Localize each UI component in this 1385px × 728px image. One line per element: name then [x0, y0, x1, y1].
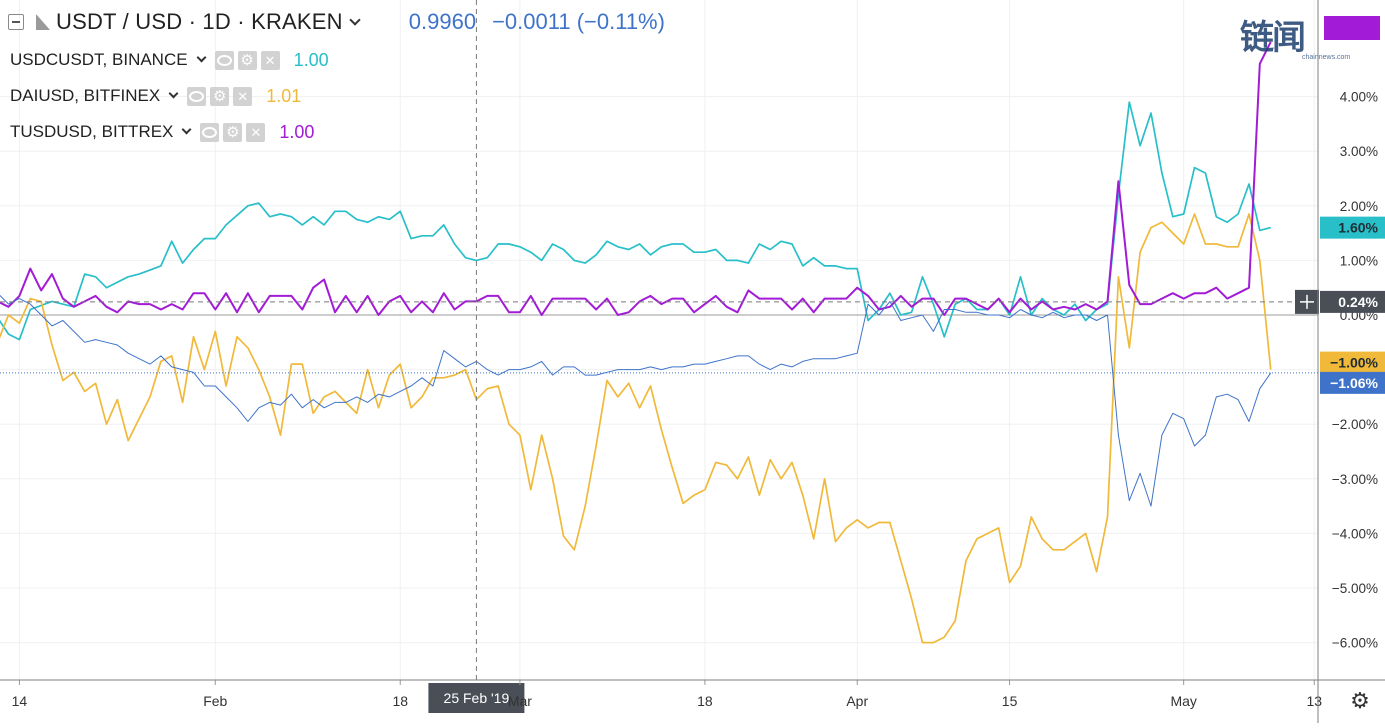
series-line-3 — [0, 294, 1272, 507]
x-tick-label: Apr — [846, 693, 868, 709]
y-tick-label: −2.00% — [1332, 417, 1378, 432]
y-tick-label: −6.00% — [1332, 636, 1378, 651]
series-value: 1.01 — [266, 85, 302, 106]
y-tick-label: −5.00% — [1332, 581, 1378, 596]
chevron-down-icon[interactable] — [168, 88, 179, 99]
y-tick-label: −3.00% — [1332, 472, 1378, 487]
crosshair: 25 Feb '19 — [0, 0, 1319, 713]
legend-row-usdcusdt[interactable]: USDCUSDT, BINANCE 1.00 — [10, 48, 329, 72]
crosshair-date-label: 25 Feb '19 — [444, 690, 510, 706]
price-tag-bg — [1320, 216, 1385, 239]
axis-price-tags: 1.60% 0.24% −1.00% −1.06% — [1320, 16, 1385, 394]
legend-row-daiusd[interactable]: DAIUSD, BITFINEX 1.01 — [10, 84, 301, 108]
series-label[interactable]: USDCUSDT, BINANCE — [10, 50, 215, 70]
x-tick-label: May — [1170, 693, 1196, 709]
price-tag-bg — [1320, 371, 1385, 394]
x-tick-label: 18 — [697, 693, 713, 709]
crosshair-date-bg — [428, 683, 525, 713]
chevron-down-icon[interactable] — [349, 14, 361, 26]
y-tick-label: −4.00% — [1332, 526, 1378, 541]
price-tag-label: 1.60% — [1338, 220, 1378, 236]
price-tag-label: 0.24% — [1338, 294, 1378, 310]
price-tag-bg — [1320, 351, 1385, 374]
legend-main-series[interactable]: USDT / USD · 1D · KRAKEN 0.9960 −0.0011 … — [8, 7, 665, 37]
series-lines — [0, 41, 1318, 644]
main-symbol-change: −0.0011 (−0.11%) — [492, 9, 665, 34]
chevron-down-icon[interactable] — [196, 52, 207, 63]
y-tick-label: 4.00% — [1340, 90, 1378, 105]
series-value: 1.00 — [293, 49, 329, 70]
price-tag-label: −1.06% — [1330, 375, 1378, 391]
legend-row-tusdusd[interactable]: TUSDUSD, BITTREX 1.00 — [10, 120, 314, 144]
close-icon[interactable] — [246, 122, 266, 142]
main-symbol-value: 0.9960 — [408, 9, 477, 34]
y-tick-label: 3.00% — [1340, 144, 1378, 159]
watermark-subtext: chainnews.com — [1302, 54, 1351, 61]
x-tick-label: 14 — [12, 693, 28, 709]
price-tag-bg — [1320, 290, 1385, 313]
series-value: 1.00 — [279, 121, 315, 142]
gear-icon[interactable] — [223, 122, 243, 142]
x-tick-label: 13 — [1306, 693, 1322, 709]
gear-icon[interactable]: ⚙ — [1350, 688, 1370, 713]
collapse-legend-icon[interactable] — [8, 14, 24, 30]
y-tick-label: 2.00% — [1340, 199, 1378, 214]
price-tag-label: −1.00% — [1330, 355, 1378, 371]
close-icon[interactable] — [233, 86, 253, 106]
series-line-0 — [0, 101, 1271, 341]
chevron-down-icon[interactable] — [181, 124, 192, 135]
x-tick-label: 18 — [392, 693, 408, 709]
watermark-text: 链闻 — [1240, 19, 1306, 57]
watermark-logo: 链闻 chainnews.com — [1240, 20, 1360, 70]
eye-icon[interactable] — [200, 122, 220, 142]
y-tick-label: 1.00% — [1340, 253, 1378, 268]
series-line-2 — [0, 41, 1272, 316]
series-line-1 — [0, 213, 1272, 644]
x-tick-label: 15 — [1002, 693, 1018, 709]
x-tick-label: Feb — [203, 693, 227, 709]
gear-icon[interactable] — [210, 86, 230, 106]
gear-icon[interactable] — [237, 50, 257, 70]
series-label[interactable]: DAIUSD, BITFINEX — [10, 86, 187, 106]
eye-icon[interactable] — [187, 86, 207, 106]
series-label[interactable]: TUSDUSD, BITTREX — [10, 122, 200, 142]
symbol-flag-icon — [36, 14, 50, 30]
price-tag-top-bg — [1324, 16, 1380, 40]
close-icon[interactable] — [260, 50, 280, 70]
eye-icon[interactable] — [214, 50, 234, 70]
x-tick-label: Mar — [508, 693, 532, 709]
main-symbol-title[interactable]: USDT / USD · 1D · KRAKEN — [56, 9, 343, 34]
